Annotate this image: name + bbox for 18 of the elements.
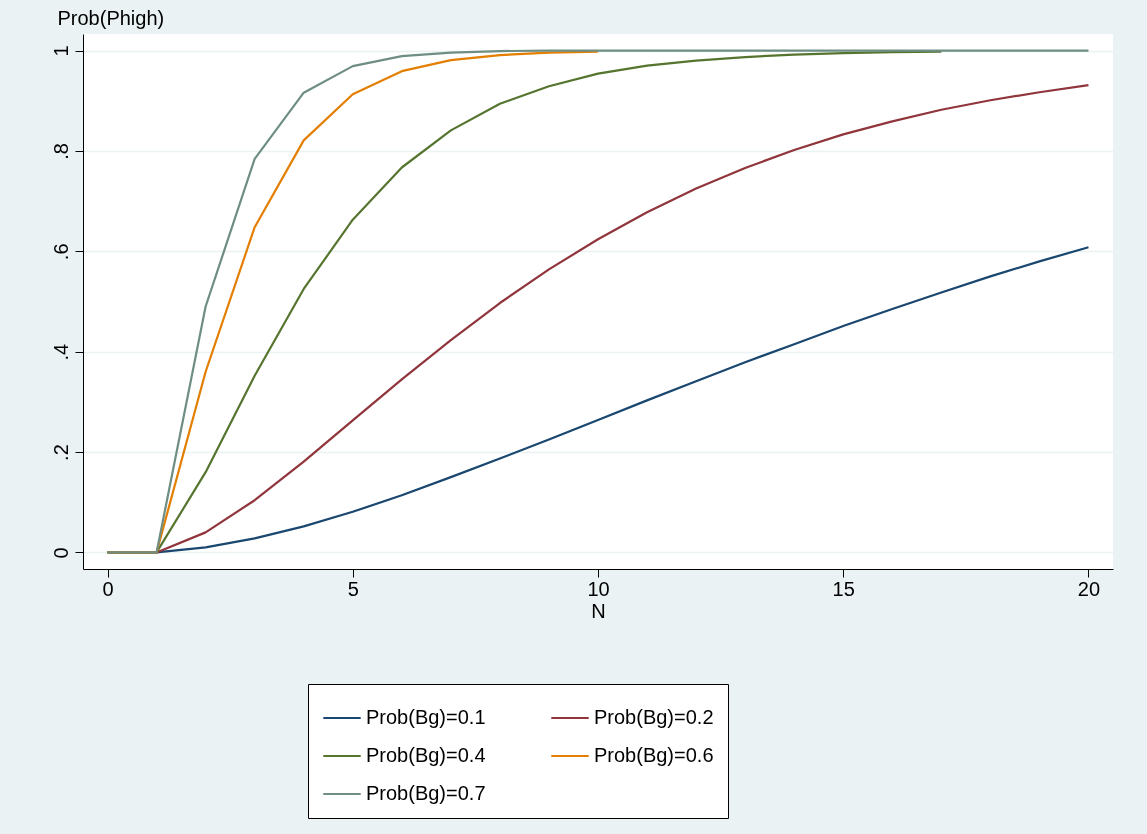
x-tick-label: 10 <box>587 577 610 600</box>
y-tick-label: .2 <box>49 444 72 461</box>
y-tick-label: .8 <box>49 143 72 160</box>
x-tick-label: 0 <box>102 577 114 600</box>
y-tick-label: 0 <box>49 547 72 559</box>
x-tick-label: 15 <box>832 577 855 600</box>
legend-label: Prob(Bg)=0.1 <box>366 706 486 728</box>
y-tick-label: .6 <box>49 243 72 261</box>
x-axis-title: N <box>591 599 606 622</box>
legend-label: Prob(Bg)=0.6 <box>594 744 714 766</box>
y-tick-label: .4 <box>49 343 72 361</box>
legend-label: Prob(Bg)=0.4 <box>366 744 486 766</box>
legend-label: Prob(Bg)=0.7 <box>366 782 486 804</box>
x-tick-label: 20 <box>1077 577 1101 600</box>
y-axis-title: Prob(Phigh) <box>57 6 165 29</box>
legend-label: Prob(Bg)=0.2 <box>594 706 714 728</box>
y-tick-label: 1 <box>49 45 72 57</box>
x-tick-label: 5 <box>347 577 359 600</box>
